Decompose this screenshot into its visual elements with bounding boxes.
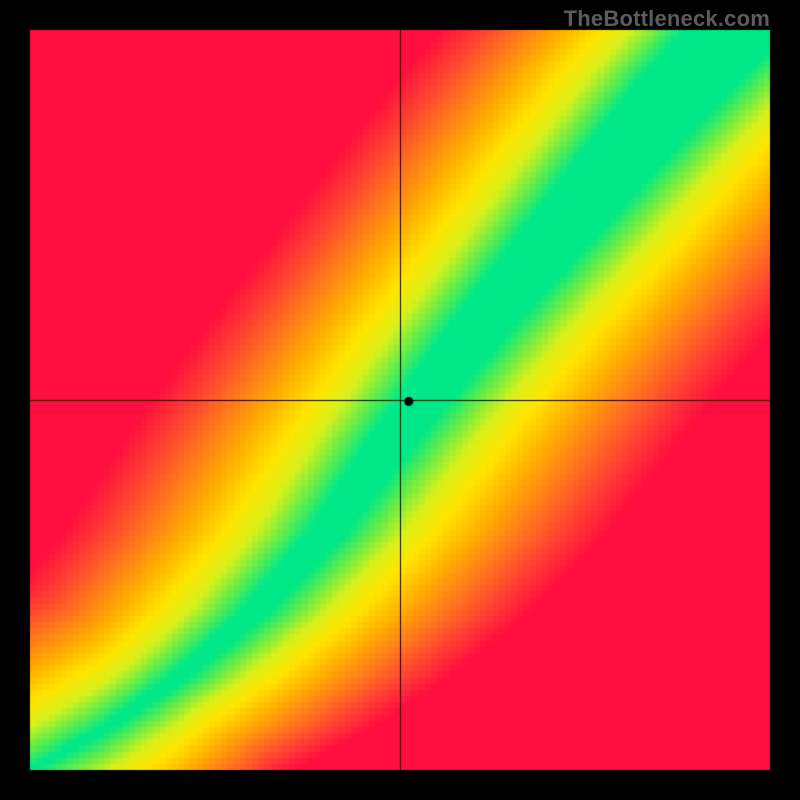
chart-container: TheBottleneck.com: [0, 0, 800, 800]
bottleneck-heatmap-canvas: [0, 0, 800, 800]
watermark-text: TheBottleneck.com: [564, 6, 770, 32]
